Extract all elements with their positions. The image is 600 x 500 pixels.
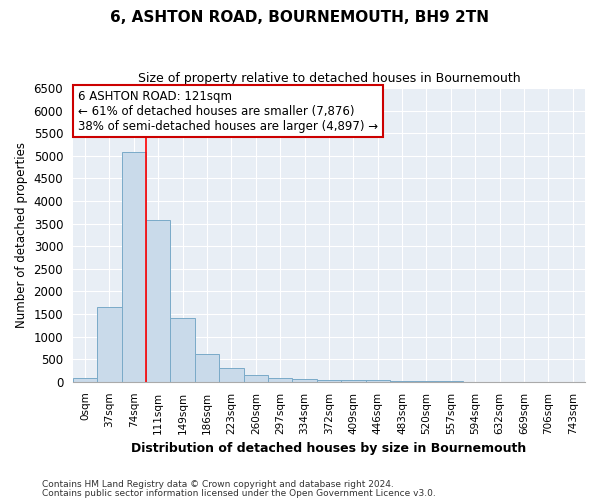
Bar <box>122 152 146 382</box>
Text: 6 ASHTON ROAD: 121sqm
← 61% of detached houses are smaller (7,876)
38% of semi-d: 6 ASHTON ROAD: 121sqm ← 61% of detached … <box>78 90 378 132</box>
Bar <box>365 380 390 382</box>
Bar <box>268 378 292 382</box>
Bar <box>390 381 415 382</box>
Bar <box>292 380 317 382</box>
Bar <box>146 220 170 382</box>
Bar <box>195 354 219 382</box>
Bar <box>97 307 122 382</box>
Bar <box>317 380 341 382</box>
X-axis label: Distribution of detached houses by size in Bournemouth: Distribution of detached houses by size … <box>131 442 527 455</box>
Y-axis label: Number of detached properties: Number of detached properties <box>15 142 28 328</box>
Bar <box>219 368 244 382</box>
Bar <box>341 380 365 382</box>
Bar <box>73 378 97 382</box>
Text: Contains HM Land Registry data © Crown copyright and database right 2024.: Contains HM Land Registry data © Crown c… <box>42 480 394 489</box>
Text: Contains public sector information licensed under the Open Government Licence v3: Contains public sector information licen… <box>42 488 436 498</box>
Bar <box>244 375 268 382</box>
Text: 6, ASHTON ROAD, BOURNEMOUTH, BH9 2TN: 6, ASHTON ROAD, BOURNEMOUTH, BH9 2TN <box>110 10 490 25</box>
Title: Size of property relative to detached houses in Bournemouth: Size of property relative to detached ho… <box>137 72 520 86</box>
Bar <box>170 318 195 382</box>
